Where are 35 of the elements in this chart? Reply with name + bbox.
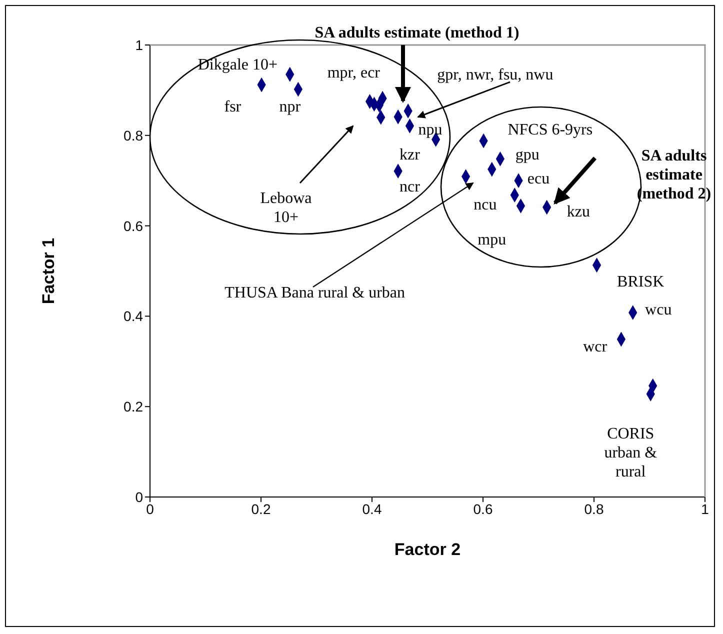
- annotation: ncu: [474, 196, 497, 214]
- annotation: Dikgale 10+: [198, 56, 278, 74]
- x-tick-label: 1: [701, 500, 710, 517]
- y-tick-label: 0.2: [124, 398, 144, 415]
- annotation: npr: [279, 98, 301, 116]
- annotation: npu: [418, 121, 442, 138]
- x-tick-label: 0.4: [362, 500, 382, 517]
- annotation: wcu: [645, 301, 672, 318]
- y-tick-label: 0: [135, 488, 144, 505]
- annotation: NFCS 6-9yrs: [508, 121, 593, 138]
- annotation: ecu: [527, 170, 550, 188]
- annotation: mpr, ecr: [327, 64, 380, 82]
- annotation: mpu: [478, 231, 506, 248]
- annotation: gpr, nwr, fsu, nwu: [437, 66, 554, 84]
- annotation: wcr: [583, 338, 608, 356]
- x-axis-title: Factor 2: [394, 540, 461, 560]
- x-tick-label: 0.6: [473, 500, 493, 517]
- annotation: THUSA Bana rural & urban: [224, 284, 406, 302]
- annotation: kzu: [566, 203, 590, 220]
- annotation: CORIS urban & rural: [604, 426, 658, 481]
- y-tick-label: 0.6: [124, 218, 144, 234]
- y-axis-title: Factor 1: [39, 238, 58, 304]
- y-tick-label: 0.4: [124, 308, 144, 324]
- x-tick-label: 0: [146, 500, 154, 517]
- x-tick-label: 0.8: [584, 500, 604, 517]
- x-tick-label: 0.2: [251, 500, 271, 517]
- annotation: Lebowa 10+: [260, 190, 312, 226]
- y-tick-label: 1: [135, 36, 144, 53]
- annotation: gpu: [515, 146, 540, 164]
- annotation: kzr: [400, 146, 420, 164]
- annotation: ncr: [400, 178, 420, 196]
- text: SA adults estimate (method 1): [314, 24, 520, 42]
- annotation: BRISK: [617, 273, 664, 290]
- annotation: fsr: [224, 98, 242, 116]
- y-tick-label: 0.8: [124, 127, 144, 144]
